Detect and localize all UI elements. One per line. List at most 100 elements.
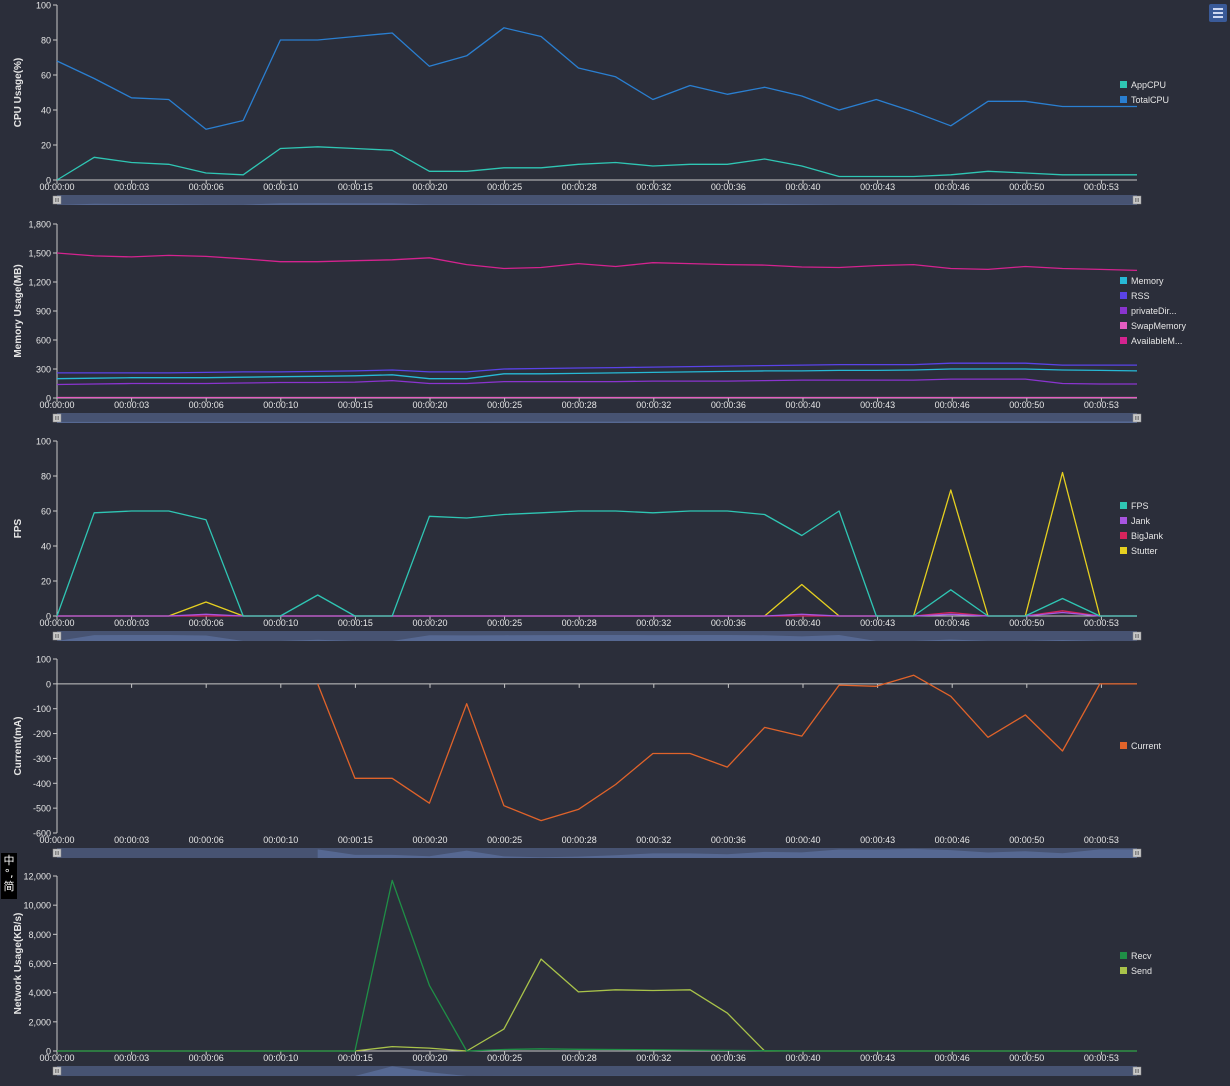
legend-label: privateDir... — [1131, 306, 1177, 316]
x-tick-label: 00:00:06 — [189, 618, 224, 628]
x-tick-label: 00:00:06 — [189, 400, 224, 410]
legend-swatch — [1120, 96, 1127, 103]
y-axis-title: Memory Usage(MB) — [13, 264, 24, 357]
legend-label: BigJank — [1131, 531, 1164, 541]
legend-swatch — [1120, 952, 1127, 959]
legend-label: Jank — [1131, 516, 1151, 526]
legend-item[interactable]: Stutter — [1120, 546, 1158, 556]
series-line — [57, 958, 1137, 1052]
zoom-slider[interactable] — [52, 1066, 1142, 1076]
legend-label: AvailableM... — [1131, 336, 1182, 346]
legend-item[interactable]: Current — [1120, 741, 1162, 751]
zoom-slider[interactable] — [52, 848, 1142, 858]
zoom-slider[interactable] — [52, 413, 1142, 423]
x-tick-label: 00:00:53 — [1084, 835, 1119, 845]
lang-toggle-bottom: 简 — [3, 880, 15, 893]
legend-item[interactable]: BigJank — [1120, 531, 1164, 541]
x-tick-label: 00:00:28 — [562, 182, 597, 192]
x-tick-label: 00:00:50 — [1009, 182, 1044, 192]
y-tick-label: -200 — [33, 729, 51, 739]
x-tick-label: 00:00:28 — [562, 400, 597, 410]
x-tick-label: 00:00:46 — [935, 1053, 970, 1063]
x-tick-label: 00:00:50 — [1009, 1053, 1044, 1063]
legend-item[interactable]: SwapMemory — [1120, 321, 1187, 331]
legend-item[interactable]: AvailableM... — [1120, 336, 1182, 346]
zoom-slider[interactable] — [52, 195, 1142, 205]
x-tick-label: 00:00:36 — [711, 182, 746, 192]
slider-preview — [57, 421, 1137, 423]
legend-swatch — [1120, 502, 1127, 509]
legend-swatch — [1120, 81, 1127, 88]
x-tick-label: 00:00:25 — [487, 400, 522, 410]
chart-1: 0 20 40 60 80 100 00:00:00 00:00:03 00:00:06 00:0… — [13, 1, 1169, 205]
legend-item[interactable]: Jank — [1120, 516, 1151, 526]
zoom-slider[interactable] — [52, 631, 1142, 641]
x-tick-label: 00:00:20 — [412, 618, 447, 628]
x-tick-label: 00:00:50 — [1009, 400, 1044, 410]
y-tick-label: 0 — [46, 679, 51, 689]
x-tick-label: 00:00:32 — [636, 618, 671, 628]
x-tick-label: 00:00:20 — [412, 182, 447, 192]
x-tick-label: 00:00:10 — [263, 618, 298, 628]
y-tick-label: 0 — [46, 612, 51, 622]
series-line — [57, 611, 1137, 617]
legend-item[interactable]: Recv — [1120, 951, 1152, 961]
legend-item[interactable]: TotalCPU — [1120, 95, 1169, 105]
y-tick-label: -500 — [33, 804, 51, 814]
y-axis-title: Network Usage(KB/s) — [13, 913, 24, 1015]
legend-label: SwapMemory — [1131, 321, 1187, 331]
x-tick-label: 00:00:46 — [935, 835, 970, 845]
legend-item[interactable]: privateDir... — [1120, 306, 1177, 316]
x-tick-label: 00:00:15 — [338, 400, 373, 410]
x-tick-label: 00:00:40 — [785, 1053, 820, 1063]
legend-label: FPS — [1131, 501, 1149, 511]
x-tick-label: 00:00:53 — [1084, 618, 1119, 628]
legend-item[interactable]: FPS — [1120, 501, 1149, 511]
y-tick-label: -100 — [33, 704, 51, 714]
language-toggle[interactable]: 中 °, 简 — [1, 853, 17, 899]
y-axis-title: CPU Usage(%) — [13, 58, 24, 127]
slider-track — [57, 1066, 1137, 1076]
x-tick-label: 00:00:25 — [487, 835, 522, 845]
y-tick-label: 100 — [36, 437, 51, 447]
x-tick-label: 00:00:32 — [636, 400, 671, 410]
x-tick-label: 00:00:00 — [39, 1053, 74, 1063]
x-tick-label: 00:00:10 — [263, 835, 298, 845]
y-tick-label: -300 — [33, 754, 51, 764]
x-tick-label: 00:00:03 — [114, 835, 149, 845]
y-tick-label: 6,000 — [28, 959, 51, 969]
y-tick-label: 20 — [41, 577, 51, 587]
legend-item[interactable]: Send — [1120, 966, 1152, 976]
x-tick-label: 00:00:20 — [412, 400, 447, 410]
x-tick-label: 00:00:46 — [935, 400, 970, 410]
y-tick-label: 10,000 — [23, 901, 51, 911]
legend-swatch — [1120, 967, 1127, 974]
x-tick-label: 00:00:36 — [711, 400, 746, 410]
menu-icon[interactable] — [1209, 4, 1227, 22]
x-tick-label: 00:00:43 — [860, 182, 895, 192]
legend-swatch — [1120, 307, 1127, 314]
x-tick-label: 00:00:53 — [1084, 400, 1119, 410]
y-tick-label: 80 — [41, 472, 51, 482]
slider-preview — [57, 203, 1137, 205]
y-tick-label: 60 — [41, 71, 51, 81]
x-tick-label: 00:00:00 — [39, 835, 74, 845]
y-tick-label: 20 — [41, 141, 51, 151]
y-axis-title: FPS — [13, 518, 24, 538]
x-tick-label: 00:00:53 — [1084, 182, 1119, 192]
x-tick-label: 00:00:28 — [562, 1053, 597, 1063]
legend-item[interactable]: Memory — [1120, 276, 1164, 286]
legend-label: RSS — [1131, 291, 1150, 301]
legend-item[interactable]: AppCPU — [1120, 80, 1166, 90]
x-tick-label: 00:00:03 — [114, 618, 149, 628]
lang-toggle-mid: °, — [4, 867, 14, 880]
y-tick-label: 80 — [41, 36, 51, 46]
x-tick-label: 00:00:40 — [785, 835, 820, 845]
legend-item[interactable]: RSS — [1120, 291, 1150, 301]
x-tick-label: 00:00:06 — [189, 1053, 224, 1063]
x-tick-label: 00:00:40 — [785, 400, 820, 410]
legend-swatch — [1120, 532, 1127, 539]
y-tick-label: 60 — [41, 507, 51, 517]
x-tick-label: 00:00:43 — [860, 618, 895, 628]
legend-swatch — [1120, 337, 1127, 344]
